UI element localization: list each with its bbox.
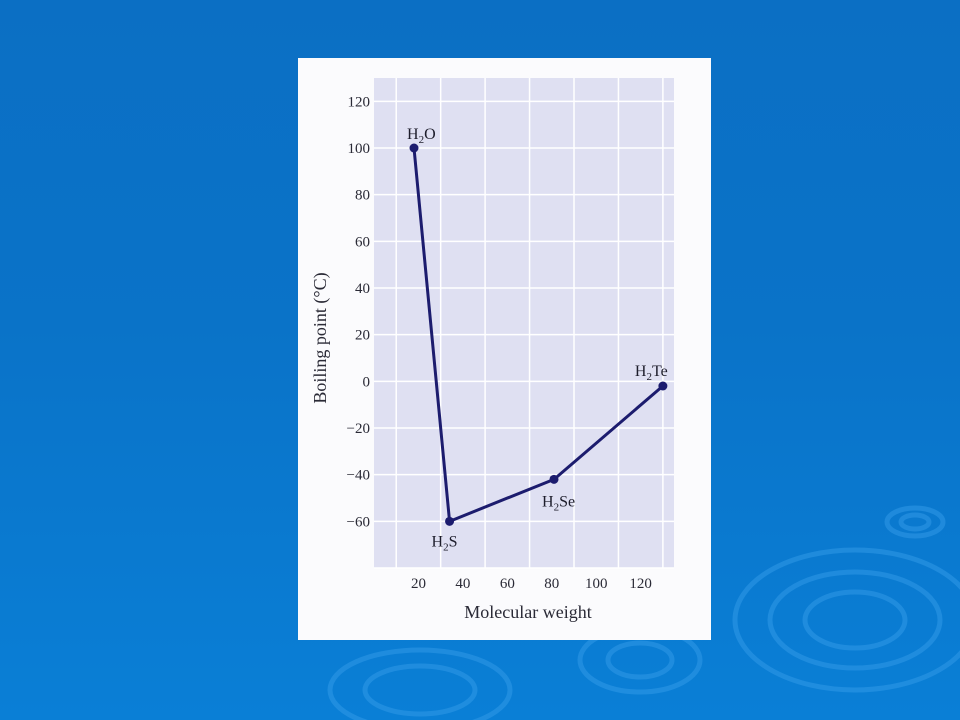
ripple-decoration [362,663,478,717]
ripple-decoration [732,547,960,693]
ripple-decoration [605,640,675,680]
x-tick-label: 20 [411,576,426,592]
data-point [409,143,419,153]
y-tick-label: 80 [355,188,370,204]
y-axis-title: Boiling point (°C) [310,272,331,403]
tick-labels: 120 100 80 60 40 20 0 −20 −40 −60 20 40 60 80 100 120 [347,94,652,592]
data-point-label: H2S [432,533,458,553]
x-tick-label: 100 [585,576,608,592]
y-tick-label: 60 [355,234,370,250]
series: H2O H2S H2Se H2Te [407,126,668,553]
y-tick-label: 0 [363,374,371,390]
ripple-decoration [884,505,946,539]
ripple-decoration [898,512,932,532]
data-point-label: H2O [407,126,436,146]
boiling-point-chart: 120 100 80 60 40 20 0 −20 −40 −60 20 40 60 80 100 120 H… [310,78,674,622]
data-point-label: H2Se [542,493,575,513]
data-point [658,381,668,391]
y-tick-label: 120 [348,94,371,110]
y-tick-label: 40 [355,281,370,297]
series-line [412,147,664,523]
x-axis-title: Molecular weight [464,602,591,622]
x-tick-label: 80 [544,576,559,592]
data-point [549,474,559,484]
x-tick-label: 40 [455,576,470,592]
y-tick-label: 20 [355,328,370,344]
figure-panel: 120 100 80 60 40 20 0 −20 −40 −60 20 40 60 80 100 120 H… [298,58,711,640]
grid [374,78,674,569]
ripple-decoration [802,589,908,651]
y-tick-label: 100 [348,141,371,157]
y-tick-label: −40 [347,468,370,484]
data-point-label: H2Te [635,363,668,383]
ripple-decoration [327,647,513,720]
x-tick-label: 120 [629,576,652,592]
y-tick-label: −20 [347,421,370,437]
data-point [445,516,455,526]
ripple-decoration [767,569,943,671]
y-tick-label: −60 [347,514,370,530]
x-tick-label: 60 [500,576,515,592]
plot-area [374,78,674,568]
